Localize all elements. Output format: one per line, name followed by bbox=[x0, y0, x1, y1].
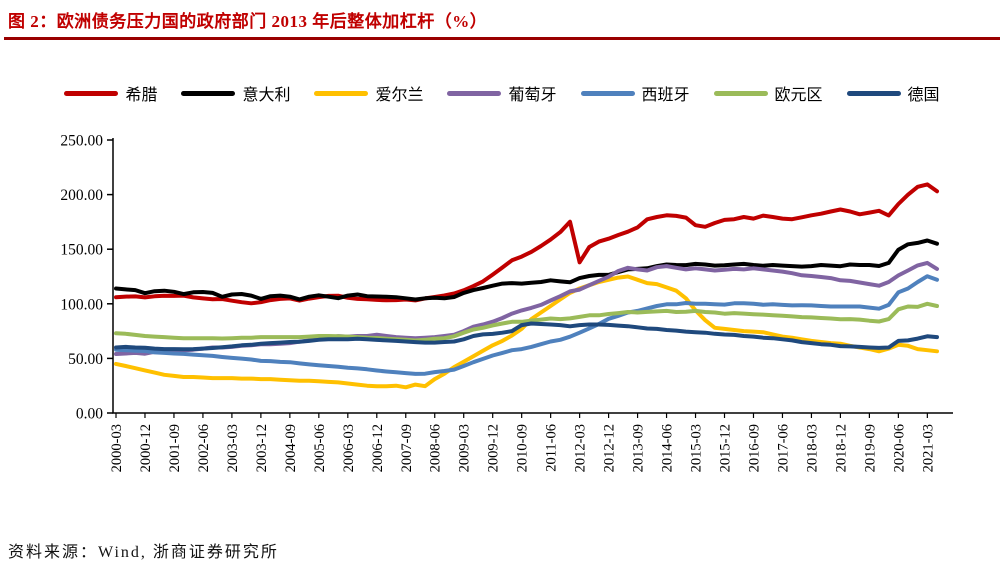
x-tick-label: 2015-03 bbox=[689, 424, 705, 472]
legend-swatch bbox=[580, 90, 635, 96]
y-tick-label: 150.00 bbox=[60, 242, 103, 259]
y-tick-label: 50.00 bbox=[68, 351, 103, 368]
y-tick-label: 200.00 bbox=[60, 187, 103, 204]
x-tick-label: 2012-03 bbox=[573, 424, 589, 472]
axis-lines bbox=[112, 138, 953, 414]
legend-item-4: 西班牙 bbox=[580, 81, 690, 105]
legend-item-6: 德国 bbox=[846, 81, 940, 105]
legend-label: 欧元区 bbox=[774, 87, 823, 104]
figure-title: 图 2：欧洲债务压力国的政府部门 2013 年后整体加杠杆（%） bbox=[8, 12, 488, 31]
figure-source: 资料来源：Wind, 浙商证券研究所 bbox=[8, 538, 279, 562]
legend-item-3: 葡萄牙 bbox=[447, 81, 557, 105]
x-tick-label: 2015-12 bbox=[718, 424, 734, 472]
chart-legend: 希腊 意大利 爱尔兰 葡萄牙 西班牙 欧元区 德国 bbox=[0, 80, 1004, 106]
title-divider bbox=[4, 37, 1000, 40]
x-tick-label: 2016-09 bbox=[746, 424, 762, 472]
x-tick-label: 2020-06 bbox=[891, 424, 907, 472]
x-tick-label: 2001-09 bbox=[167, 424, 183, 472]
x-tick-label: 2017-06 bbox=[775, 424, 791, 472]
x-tick-label: 2018-03 bbox=[804, 424, 820, 472]
x-tick-label: 2021-03 bbox=[920, 424, 936, 472]
legend-swatch bbox=[314, 90, 369, 96]
legend-item-0: 希腊 bbox=[64, 81, 157, 105]
source-text: 资料来源：Wind, 浙商证券研究所 bbox=[8, 544, 279, 561]
x-tick-label: 2012-12 bbox=[602, 424, 618, 472]
x-tick-label: 2005-06 bbox=[312, 424, 328, 472]
x-tick-label: 2000-12 bbox=[138, 424, 154, 472]
legend-swatch bbox=[846, 90, 901, 96]
legend-swatch bbox=[64, 90, 119, 96]
legend-label: 德国 bbox=[907, 87, 940, 104]
legend-item-1: 意大利 bbox=[181, 81, 290, 105]
x-tick-label: 2018-12 bbox=[833, 424, 849, 472]
x-tick-label: 2009-12 bbox=[486, 424, 502, 472]
legend-label: 爱尔兰 bbox=[375, 87, 424, 104]
x-tick-label: 2003-12 bbox=[254, 424, 270, 472]
legend-item-2: 爱尔兰 bbox=[314, 81, 423, 105]
x-tick-label: 2019-09 bbox=[862, 424, 878, 472]
legend-swatch bbox=[447, 90, 502, 96]
legend-swatch bbox=[181, 90, 236, 96]
y-tick-label: 250.00 bbox=[60, 133, 103, 150]
legend-label: 意大利 bbox=[242, 87, 291, 104]
series-line-4 bbox=[114, 274, 939, 376]
x-tick-label: 2008-06 bbox=[428, 424, 444, 472]
x-tick-label: 2010-09 bbox=[515, 424, 531, 472]
x-tick-label: 2002-06 bbox=[196, 424, 212, 472]
x-tick-label: 2007-09 bbox=[399, 424, 415, 472]
x-tick-label: 2004-09 bbox=[283, 424, 299, 472]
legend-item-5: 欧元区 bbox=[713, 81, 823, 105]
legend-label: 西班牙 bbox=[641, 87, 690, 104]
x-tick-label: 2009-03 bbox=[457, 424, 473, 472]
x-tick-label: 2014-06 bbox=[660, 424, 676, 472]
x-tick-label: 2006-03 bbox=[341, 424, 357, 472]
y-tick-label: 0.00 bbox=[76, 406, 103, 423]
legend-swatch bbox=[713, 90, 768, 96]
x-tick-label: 2003-03 bbox=[225, 424, 241, 472]
series-line-5 bbox=[114, 301, 939, 343]
series-line-0 bbox=[114, 182, 939, 306]
series-line-6 bbox=[114, 321, 939, 352]
legend-label: 希腊 bbox=[125, 87, 158, 104]
y-tick-label: 100.00 bbox=[60, 296, 103, 313]
series-line-1 bbox=[114, 238, 939, 302]
x-tick-label: 2013-09 bbox=[631, 424, 647, 472]
x-tick-label: 2000-03 bbox=[109, 424, 125, 472]
x-tick-label: 2011-06 bbox=[544, 424, 560, 472]
legend-label: 葡萄牙 bbox=[508, 87, 557, 104]
x-tick-label: 2006-12 bbox=[370, 424, 386, 472]
